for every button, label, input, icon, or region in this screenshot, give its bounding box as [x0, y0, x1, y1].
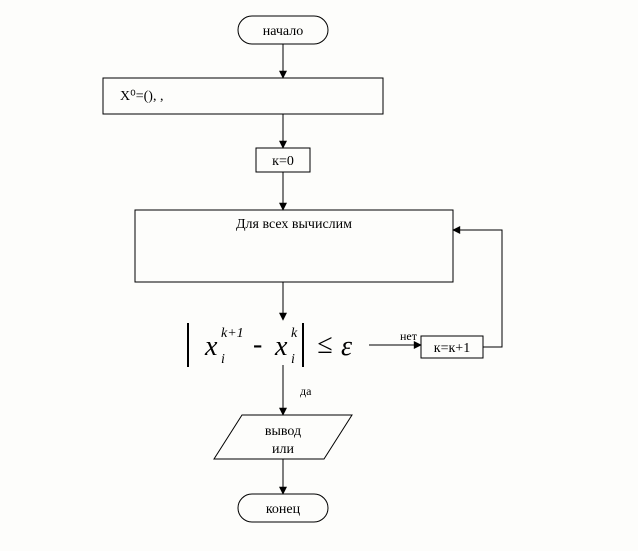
io-label-1: вывод	[265, 424, 301, 439]
terminator-label: конец	[266, 502, 301, 517]
process-label-loop: Для всех вычислим	[236, 217, 352, 232]
process-label-init: X⁰=(), ,	[120, 89, 163, 104]
svg-text:i: i	[221, 352, 225, 367]
svg-text:i: i	[291, 352, 295, 367]
process-label-inc: к=к+1	[434, 341, 470, 356]
condition-formula: xk+1i-xki≤ε	[188, 323, 352, 367]
edge-7	[453, 230, 502, 347]
label-no: нет	[400, 329, 418, 343]
svg-text:x: x	[204, 331, 218, 362]
svg-text:ε: ε	[341, 331, 352, 362]
svg-text:k+1: k+1	[221, 326, 244, 341]
terminator-label: начало	[263, 24, 304, 39]
svg-text:k: k	[291, 326, 298, 341]
io-label-2: или	[272, 442, 294, 457]
label-yes: да	[300, 384, 312, 398]
svg-text:x: x	[274, 331, 288, 362]
svg-text:≤: ≤	[317, 329, 332, 360]
svg-text:-: -	[253, 329, 262, 360]
process-label-k0: к=0	[272, 154, 294, 169]
